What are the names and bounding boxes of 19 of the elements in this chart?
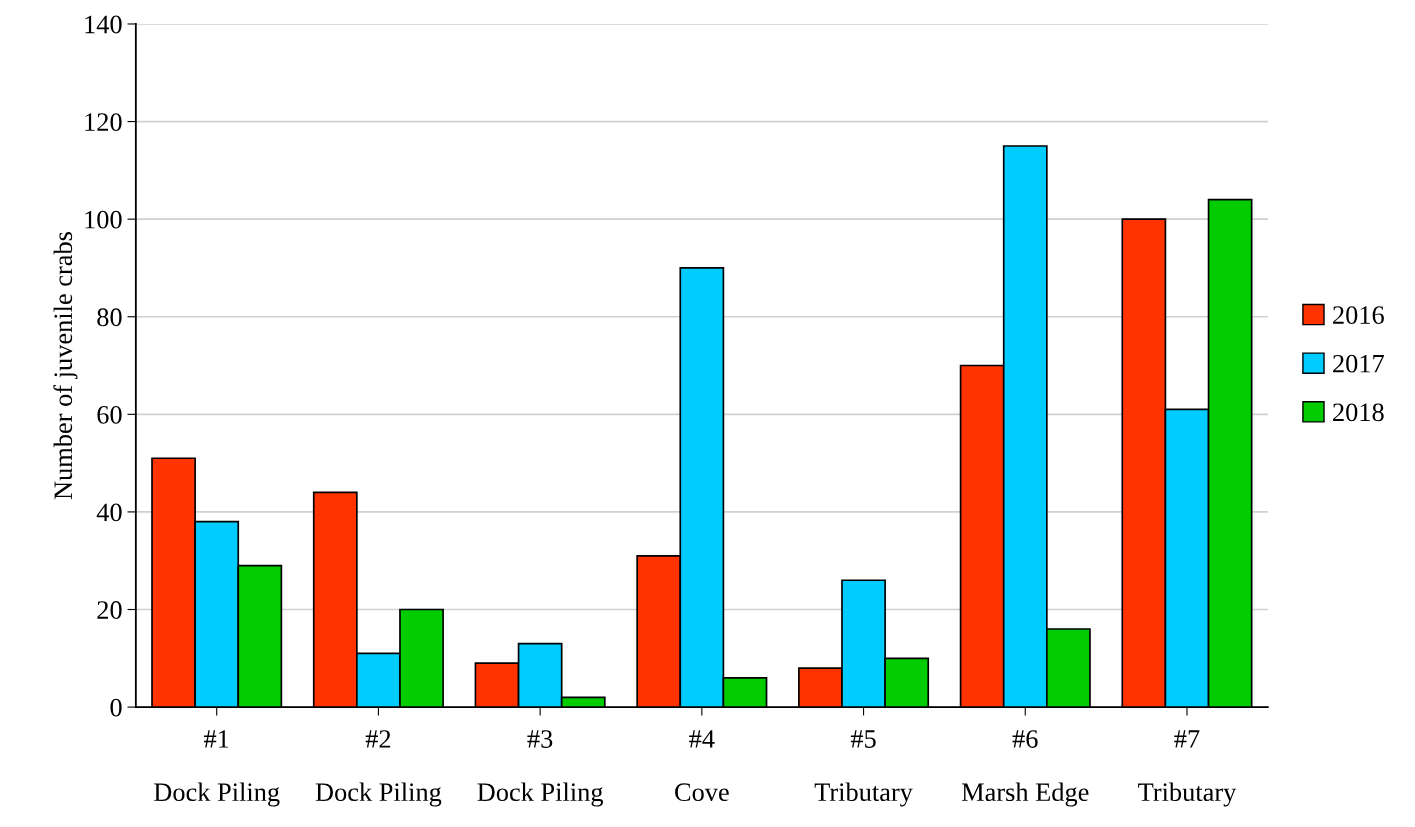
y-tick-label: 60 xyxy=(97,405,122,424)
y-axis-title: Number of juvenile crabs xyxy=(53,232,78,500)
y-tick-label: 140 xyxy=(85,15,122,34)
y-tick-label: 100 xyxy=(85,210,122,229)
legend-label: 2018 xyxy=(1333,403,1384,422)
legend-label: 2016 xyxy=(1333,306,1384,324)
category-label: #5 Tributary xyxy=(814,730,913,807)
legend-label: 2017 xyxy=(1333,354,1384,373)
category-label: #3 Dock Piling xyxy=(477,730,604,807)
category-label: #7 Tributary xyxy=(1138,730,1237,807)
y-tick-label: 20 xyxy=(97,601,122,619)
category-label: #6 Marsh Edge xyxy=(961,730,1089,807)
y-tick-label: 120 xyxy=(85,113,122,131)
category-label: #1 Dock Piling xyxy=(154,730,280,807)
category-label: #2 Dock Piling xyxy=(315,730,442,807)
y-tick-label: 80 xyxy=(97,308,122,327)
y-tick-label: 40 xyxy=(96,503,122,522)
category-label: #4 Cove xyxy=(675,730,729,802)
y-tick-label: 0 xyxy=(110,698,122,717)
